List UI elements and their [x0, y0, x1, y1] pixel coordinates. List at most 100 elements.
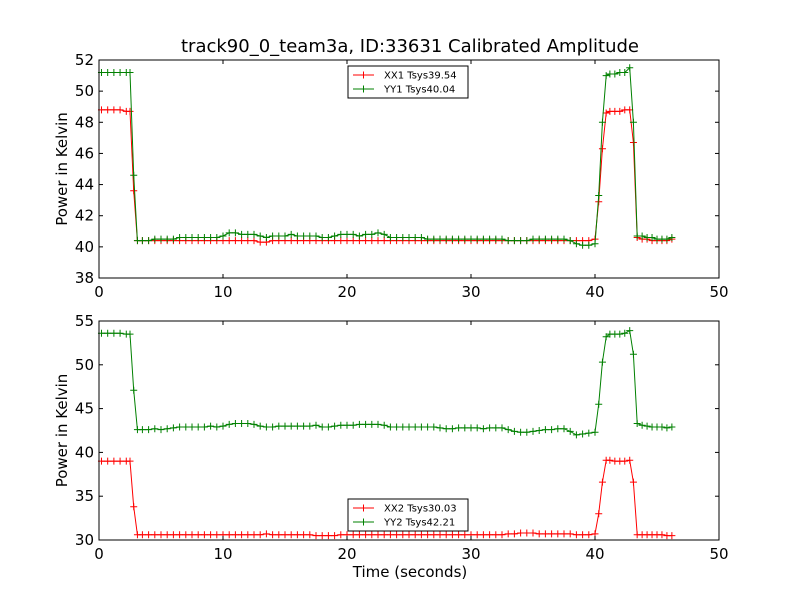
data-point — [611, 70, 619, 78]
data-point — [436, 424, 444, 432]
data-point — [572, 531, 580, 539]
data-point — [566, 427, 574, 435]
data-point — [598, 118, 606, 126]
data-point — [621, 457, 629, 465]
data-point — [104, 106, 112, 114]
y-tick-label: 46 — [75, 144, 94, 162]
data-point — [138, 237, 146, 245]
data-point — [517, 237, 525, 245]
data-point — [548, 235, 556, 243]
data-point — [498, 424, 506, 432]
data-point — [442, 531, 450, 539]
data-point — [386, 531, 394, 539]
data-point — [262, 423, 270, 431]
data-point — [126, 107, 134, 115]
data-point — [130, 503, 138, 511]
y-tick-label: 40 — [75, 238, 94, 256]
data-point — [598, 478, 606, 486]
data-point — [126, 457, 134, 465]
data-point — [244, 230, 252, 238]
legend-marker — [360, 504, 367, 512]
data-point — [213, 531, 221, 539]
data-point — [188, 531, 196, 539]
data-point — [225, 237, 233, 245]
data-point — [504, 426, 512, 434]
data-point — [262, 234, 270, 242]
data-point — [116, 329, 124, 337]
data-point — [343, 421, 351, 429]
data-point — [368, 230, 376, 238]
data-point — [595, 191, 603, 199]
data-point — [256, 531, 264, 539]
data-point — [626, 327, 634, 335]
data-point — [244, 531, 252, 539]
legend: XX1 Tsys39.54 YY1 Tsys40.04 — [347, 65, 469, 99]
data-point — [145, 531, 153, 539]
data-point — [104, 457, 112, 465]
data-point — [331, 422, 339, 430]
data-point — [417, 531, 425, 539]
data-point — [104, 68, 112, 76]
data-point — [572, 431, 580, 439]
data-point — [598, 358, 606, 366]
data-point — [130, 386, 138, 394]
data-point — [343, 230, 351, 238]
data-point — [362, 230, 370, 238]
data-point — [374, 531, 382, 539]
data-point — [343, 237, 351, 245]
data-point — [643, 422, 651, 430]
data-point — [287, 422, 295, 430]
data-point — [244, 237, 252, 245]
data-point — [658, 423, 666, 431]
data-point — [281, 531, 289, 539]
data-point — [362, 420, 370, 428]
data-point — [629, 478, 637, 486]
x-axis-label: Time (seconds) — [352, 563, 468, 581]
data-point — [436, 235, 444, 243]
data-point — [200, 234, 208, 242]
data-point — [467, 424, 475, 432]
data-point — [399, 234, 407, 242]
data-point — [541, 426, 549, 434]
data-point — [225, 420, 233, 428]
data-point — [529, 529, 537, 537]
data-point — [595, 510, 603, 518]
y-tick-label: 50 — [75, 356, 94, 374]
y-tick-label: 44 — [75, 176, 94, 194]
data-point — [269, 531, 277, 539]
data-point — [629, 118, 637, 126]
data-point — [498, 235, 506, 243]
data-point — [355, 420, 363, 428]
data-point — [182, 423, 190, 431]
data-point — [399, 423, 407, 431]
data-point — [529, 235, 537, 243]
data-point — [448, 425, 456, 433]
data-point — [430, 531, 438, 539]
data-point — [349, 531, 357, 539]
data-point — [349, 421, 357, 429]
data-point — [529, 427, 537, 435]
data-point — [585, 429, 593, 437]
bottom-panel: 0 10 20 30 40 50 30 35 40 45 50 55 Power in Kelvin XX… — [53, 312, 729, 563]
data-point — [621, 68, 629, 76]
data-point — [638, 232, 646, 240]
data-point — [182, 531, 190, 539]
data-point — [399, 531, 407, 539]
data-point — [312, 421, 320, 429]
data-point — [163, 531, 171, 539]
data-point — [417, 423, 425, 431]
plot-frame — [98, 59, 720, 279]
x-tick-label: 30 — [461, 545, 480, 563]
data-point — [424, 423, 432, 431]
data-point — [157, 235, 165, 243]
data-point — [219, 422, 227, 430]
legend-marker — [360, 71, 367, 79]
data-point — [510, 427, 518, 435]
data-point — [126, 68, 134, 76]
data-point — [585, 531, 593, 539]
y-tick-label: 42 — [75, 207, 94, 225]
data-point — [337, 421, 345, 429]
data-point — [110, 457, 118, 465]
data-point — [138, 426, 146, 434]
data-point — [448, 235, 456, 243]
